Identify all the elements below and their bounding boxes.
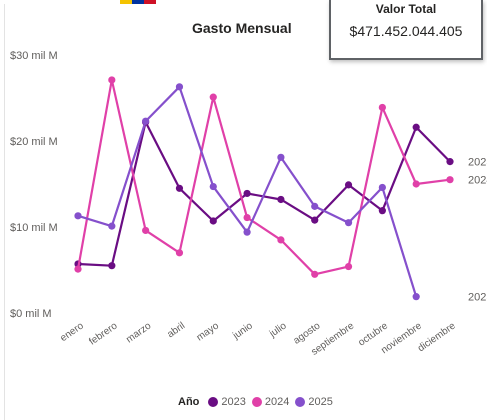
data-point-2025[interactable] xyxy=(74,212,82,220)
data-point-2025[interactable] xyxy=(243,228,251,236)
data-point-2024[interactable] xyxy=(446,176,454,184)
data-point-2024[interactable] xyxy=(311,270,319,278)
legend-label-2024: 2024 xyxy=(264,396,290,408)
series-end-label-2023: 2023 xyxy=(468,157,487,169)
data-point-2024[interactable] xyxy=(277,236,285,244)
data-point-2025[interactable] xyxy=(175,83,184,91)
data-point-2025[interactable] xyxy=(311,202,319,210)
series-end-label-2024: 2024 xyxy=(468,175,487,187)
chart-title: Gasto Mensual xyxy=(192,20,292,36)
legend-marker-2025 xyxy=(295,397,306,407)
legend-item-2024[interactable]: 2024 xyxy=(251,396,290,408)
kpi-card[interactable]: Valor Total $471.452.044.405 xyxy=(329,0,483,60)
data-point-2024[interactable] xyxy=(209,93,217,101)
y-tick-label: $10 mil M xyxy=(10,222,58,234)
visual-border xyxy=(4,4,5,420)
data-point-2025[interactable] xyxy=(344,219,353,227)
x-tick-label: marzo xyxy=(124,320,153,345)
flag-strip xyxy=(120,0,156,4)
x-tick-label: febrero xyxy=(87,320,120,347)
data-point-2023[interactable] xyxy=(344,181,353,189)
data-point-2024[interactable] xyxy=(412,180,420,188)
legend-title: Año xyxy=(178,396,200,408)
data-point-2024[interactable] xyxy=(378,103,386,112)
x-tick-label: enero xyxy=(58,320,86,344)
legend-marker-2023 xyxy=(208,397,219,407)
legend-item-2023[interactable]: 2023 xyxy=(208,396,246,408)
data-point-2023[interactable] xyxy=(446,158,454,166)
legend-marker-2024 xyxy=(251,397,262,407)
x-tick-label: abril xyxy=(165,320,187,340)
legend-label-2023: 2023 xyxy=(221,396,246,408)
kpi-value: $471.452.044.405 xyxy=(349,23,463,39)
data-point-2023[interactable] xyxy=(412,123,420,131)
x-tick-label: diciembre xyxy=(416,320,458,354)
data-point-2025[interactable] xyxy=(412,293,420,301)
y-tick-label: $30 mil M xyxy=(10,50,58,62)
data-point-2024[interactable] xyxy=(142,226,150,235)
data-point-2024[interactable] xyxy=(108,76,116,84)
data-point-2025[interactable] xyxy=(378,183,386,192)
legend: Año 2023 2024 2025 xyxy=(178,396,339,408)
data-point-2023[interactable] xyxy=(243,189,251,198)
data-point-2023[interactable] xyxy=(175,184,184,192)
x-tick-label: julio xyxy=(267,320,289,340)
series-line-2024 xyxy=(76,78,451,276)
kpi-title: Valor Total xyxy=(375,2,437,16)
data-point-2025[interactable] xyxy=(108,222,116,230)
x-tick-label: mayo xyxy=(195,320,222,343)
y-tick-label: $20 mil M xyxy=(10,136,58,148)
legend-label-2025: 2025 xyxy=(308,396,333,408)
data-point-2024[interactable] xyxy=(243,213,251,222)
data-point-2025[interactable] xyxy=(209,182,217,191)
x-tick-label: junio xyxy=(230,320,255,342)
data-point-2023[interactable] xyxy=(277,195,285,204)
data-point-2025[interactable] xyxy=(142,117,150,125)
data-point-2023[interactable] xyxy=(108,262,116,270)
series-end-label-2025: 2025 xyxy=(468,292,487,304)
y-tick-label: $0 mil M xyxy=(10,308,52,320)
flag-stripe-blue xyxy=(132,0,144,4)
flag-stripe-red xyxy=(144,0,156,4)
data-point-2024[interactable] xyxy=(344,262,353,271)
flag-stripe-yellow xyxy=(120,0,132,4)
data-point-2023[interactable] xyxy=(311,216,319,224)
data-point-2023[interactable] xyxy=(378,207,386,215)
data-point-2023[interactable] xyxy=(209,217,217,225)
data-point-2024[interactable] xyxy=(74,265,82,273)
data-point-2025[interactable] xyxy=(277,153,285,161)
data-point-2024[interactable] xyxy=(175,249,184,257)
legend-item-2025[interactable]: 2025 xyxy=(295,396,333,408)
